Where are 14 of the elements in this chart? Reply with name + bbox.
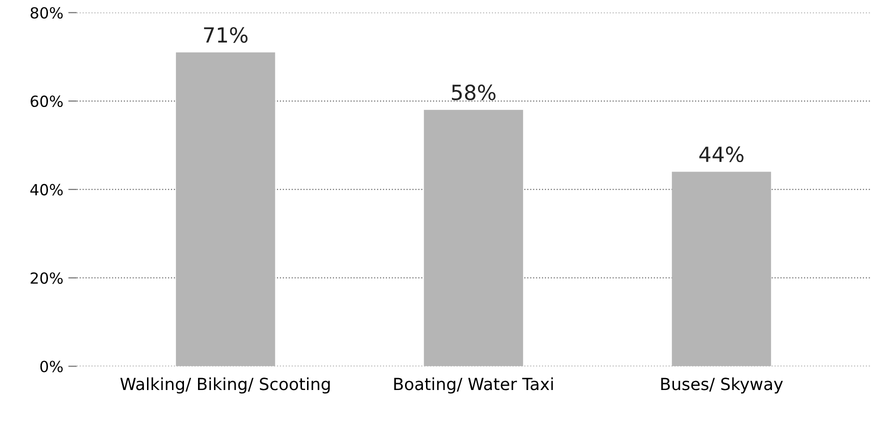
bar (424, 110, 524, 366)
data-label: 58% (452, 84, 496, 100)
y-tick-label: 40% (30, 184, 63, 196)
bar (672, 172, 772, 366)
data-label: 71% (204, 27, 248, 43)
bar (176, 52, 276, 366)
x-tick-label: Walking/ Biking/ Scooting (120, 377, 330, 394)
x-tick-label: Buses/ Skyway (661, 377, 783, 394)
y-tick-label: 60% (30, 96, 63, 108)
data-label: 44% (699, 146, 744, 162)
y-tick-label: 80% (30, 7, 63, 19)
y-tick-label: 20% (30, 272, 63, 284)
y-tick-label: 0% (40, 360, 63, 372)
x-tick-label: Boating/ Water Taxi (394, 377, 553, 394)
